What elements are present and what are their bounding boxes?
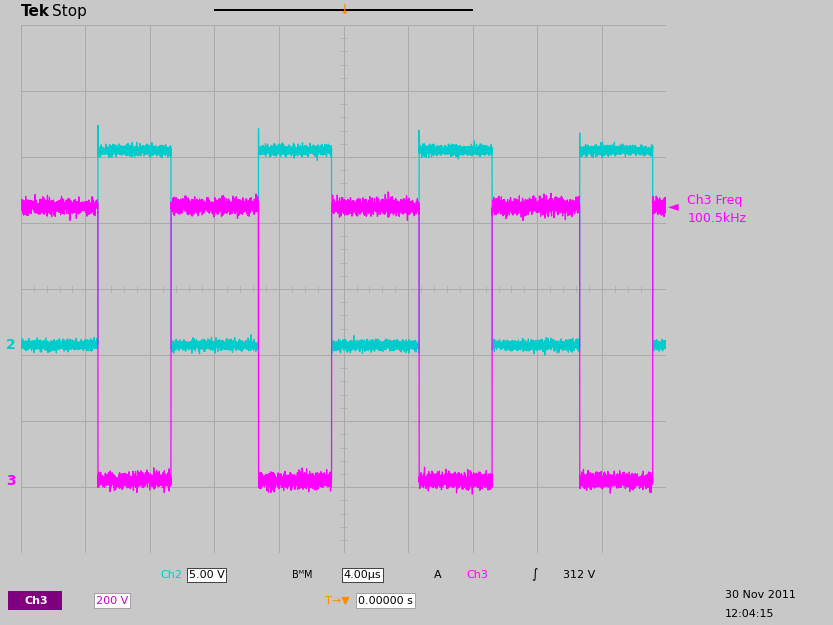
Text: Ch3 Freq
100.5kHz: Ch3 Freq 100.5kHz	[687, 194, 746, 226]
Text: ◄: ◄	[668, 199, 679, 214]
Text: 0.00000 s: 0.00000 s	[358, 596, 413, 606]
Text: Tek: Tek	[21, 4, 50, 19]
Text: 2: 2	[6, 338, 16, 352]
Text: 5.00 V: 5.00 V	[188, 570, 224, 580]
Text: A: A	[434, 570, 441, 580]
Text: 30 Nov 2011: 30 Nov 2011	[725, 590, 796, 600]
Text: Stop: Stop	[52, 4, 87, 19]
Bar	[8, 591, 62, 610]
Text: Ch2: Ch2	[160, 570, 182, 580]
Text: 312 V: 312 V	[563, 570, 596, 580]
Text: 200 V: 200 V	[96, 596, 128, 606]
Text: T→▼: T→▼	[325, 596, 350, 606]
Text: 12:04:15: 12:04:15	[725, 609, 774, 619]
Text: ↓: ↓	[338, 3, 349, 17]
Text: 4.00μs: 4.00μs	[343, 570, 382, 580]
Text: Ch3: Ch3	[24, 596, 47, 606]
Text: BᴹM: BᴹM	[292, 570, 312, 580]
Text: 3: 3	[6, 474, 16, 488]
Text: Ch3: Ch3	[466, 570, 488, 580]
Text: ∫: ∫	[531, 569, 537, 581]
